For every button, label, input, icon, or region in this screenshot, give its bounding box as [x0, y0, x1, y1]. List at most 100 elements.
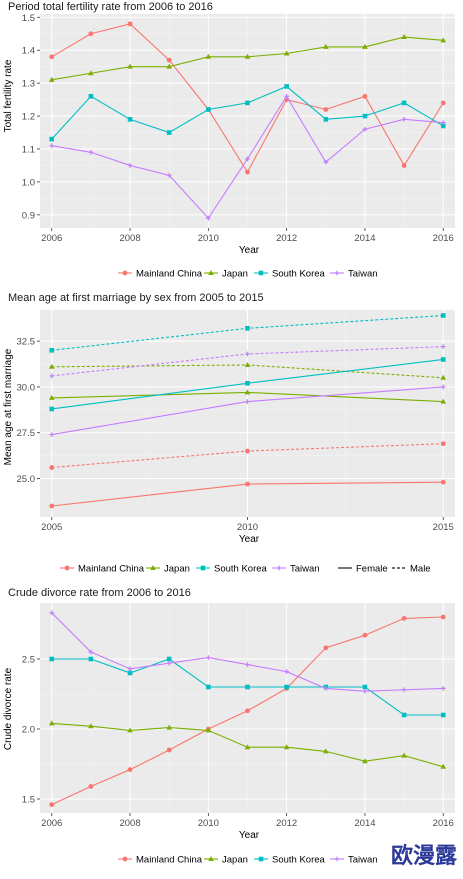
data-point — [284, 84, 289, 89]
y-tick-label: 1.3 — [22, 79, 35, 90]
data-point — [245, 399, 250, 404]
data-point — [88, 149, 94, 155]
data-point — [245, 169, 250, 175]
data-point — [127, 21, 133, 27]
series-south-korea — [49, 357, 446, 412]
legend-item: South Korea — [254, 269, 326, 280]
data-point — [334, 270, 340, 276]
data-point — [283, 744, 290, 750]
y-tick-label: 1.2 — [22, 112, 35, 123]
data-point — [440, 441, 446, 447]
data-point — [362, 688, 368, 694]
series-taiwan — [49, 344, 446, 379]
series-mainland-china — [49, 614, 446, 807]
data-point — [244, 389, 251, 395]
data-point — [127, 63, 133, 69]
data-point — [166, 747, 172, 753]
data-point — [127, 666, 133, 672]
legend-label: Male — [410, 564, 431, 575]
y-tick-label: 30.0 — [17, 382, 36, 393]
x-tick-label: 2005 — [41, 522, 62, 533]
x-tick-label: 2010 — [198, 233, 219, 244]
x-tick-label: 2006 — [41, 818, 62, 829]
x-tick-label: 2014 — [354, 233, 375, 244]
legend-item: Taiwan — [272, 564, 320, 575]
data-point — [401, 712, 407, 718]
series-taiwan — [49, 93, 446, 221]
legend-item: Japan — [204, 855, 248, 866]
data-point — [276, 565, 282, 571]
y-tick-label: 1.5 — [22, 13, 35, 24]
y-tick-label: 1.4 — [22, 46, 35, 57]
series-south-korea — [49, 84, 446, 142]
data-point — [127, 670, 133, 676]
data-point — [127, 163, 133, 168]
y-tick-label: 2.0 — [22, 725, 35, 736]
series-mainland-china — [49, 479, 446, 509]
data-point — [166, 63, 172, 69]
legend-label: Female — [356, 564, 388, 575]
data-point — [122, 270, 128, 276]
x-tick-label: 2010 — [237, 522, 258, 533]
fertility-chart: 0.9 1.0 1.1 1.2 1.3 1.4 1.5 2006 2008 2010 2012 201… — [3, 13, 455, 280]
legend-item: Male — [392, 564, 431, 575]
data-point — [49, 656, 55, 662]
series-taiwan — [49, 610, 446, 694]
marriage-age-chart-panel: Mean age at first marriage by sex from 2… — [0, 290, 463, 582]
legend-label: Taiwan — [348, 269, 378, 280]
data-point — [48, 76, 55, 82]
data-point — [49, 802, 55, 807]
data-point — [49, 54, 55, 60]
legend-label: Mainland China — [78, 564, 145, 575]
data-point — [49, 610, 55, 616]
data-point — [88, 656, 94, 662]
legend-item: Female — [338, 564, 388, 575]
data-point — [362, 758, 368, 764]
data-point — [245, 326, 250, 331]
data-point — [48, 394, 55, 400]
gridlines — [40, 603, 455, 813]
legend-label: Japan — [222, 855, 248, 866]
data-point — [440, 374, 447, 380]
y-tick-label: 32.5 — [17, 337, 36, 348]
data-point — [362, 126, 368, 132]
legend-item: South Korea — [196, 564, 268, 575]
data-point — [244, 361, 251, 367]
legend: Mainland China Japan South Korea Taiwan Fema… — [60, 564, 431, 575]
data-point — [401, 34, 407, 40]
y-tick-label: 27.5 — [17, 428, 36, 439]
data-point — [208, 856, 214, 861]
data-point — [122, 856, 128, 862]
data-point — [440, 120, 446, 126]
data-point — [205, 727, 212, 733]
data-point — [440, 712, 446, 718]
data-point — [88, 784, 94, 789]
legend-label: South Korea — [272, 855, 326, 866]
data-point — [49, 348, 55, 353]
data-point — [245, 351, 250, 357]
data-point — [440, 686, 446, 691]
data-point — [166, 724, 172, 730]
data-point — [401, 163, 407, 168]
x-tick-label: 2012 — [276, 233, 297, 244]
data-point — [401, 100, 407, 106]
data-point — [88, 31, 94, 37]
divorce-chart: 1.5 2.0 2.5 2006 2008 2010 2012 2014 2016 Year Cru… — [3, 603, 455, 866]
data-point — [323, 117, 329, 122]
x-tick-label: 2016 — [433, 818, 454, 829]
data-point — [48, 363, 55, 369]
data-point — [284, 684, 289, 690]
y-tick-label: 25.0 — [17, 474, 36, 485]
data-point — [440, 384, 446, 390]
data-point — [49, 503, 55, 509]
series-mainland-china — [49, 21, 446, 175]
legend-item: Mainland China — [118, 855, 203, 866]
chart-title: Period total fertility rate from 2006 to… — [8, 1, 213, 13]
data-point — [258, 856, 264, 862]
data-point — [323, 159, 329, 165]
data-point — [49, 406, 55, 412]
x-axis-label: Year — [239, 245, 260, 256]
data-point — [205, 655, 211, 660]
legend-item: Taiwan — [330, 269, 378, 280]
data-point — [64, 565, 70, 571]
